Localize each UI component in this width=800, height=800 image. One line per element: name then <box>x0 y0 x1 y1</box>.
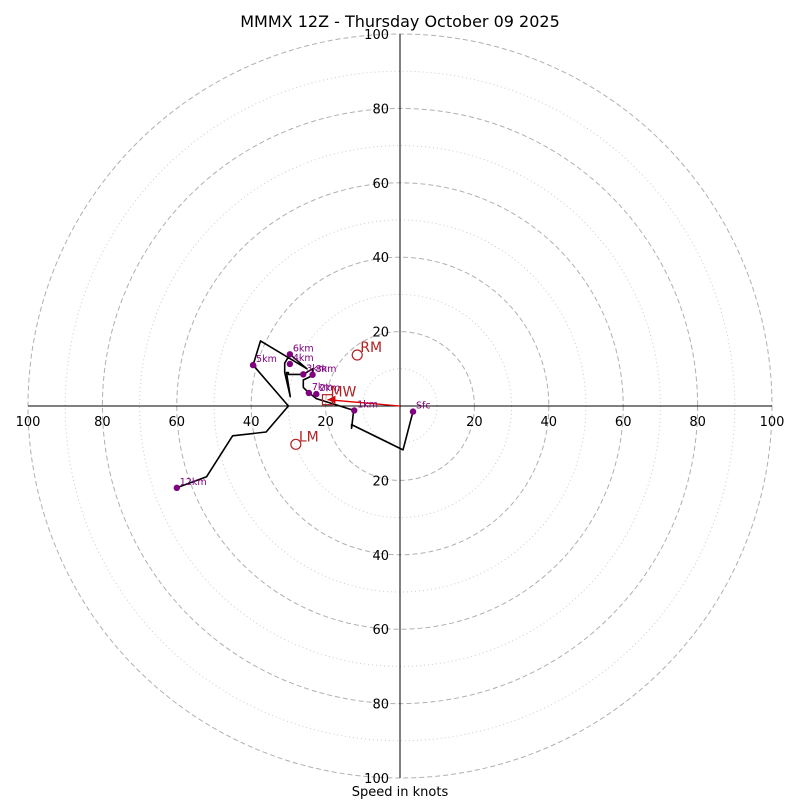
tick-label-bottom: 100 <box>364 772 389 787</box>
storm-motion-marker <box>351 349 363 361</box>
tick-label-top: 100 <box>364 28 389 43</box>
tick-label-right: 60 <box>615 415 632 430</box>
tick-label-top: 40 <box>372 251 389 266</box>
height-marker-dot <box>305 389 313 397</box>
tick-label-bottom: 60 <box>372 623 389 638</box>
height-marker-label: 3km <box>306 363 327 374</box>
tick-label-left: 80 <box>94 415 111 430</box>
tick-label-bottom: 20 <box>372 474 389 489</box>
tick-label-left: 40 <box>243 415 260 430</box>
height-marker-label: 6km <box>293 343 314 354</box>
storm-motion-label: LM <box>299 429 319 445</box>
shear-vector-arrowhead <box>327 395 336 404</box>
tick-label-left: 100 <box>16 415 41 430</box>
tick-label-right: 100 <box>760 415 785 430</box>
storm-motion-marker <box>290 438 302 450</box>
tick-labels: 100 80 60 40 20 20 40 60 80 100 20 40 60 80 100 20 40 60 8… <box>16 28 785 787</box>
chart-title: MMMX 12Z - Thursday October 09 2025 <box>240 12 560 31</box>
height-marker-dot <box>409 408 417 415</box>
height-marker-dot <box>309 371 316 378</box>
x-axis-label: Speed in knots <box>352 785 449 800</box>
tick-label-right: 40 <box>541 415 558 430</box>
tick-label-left: 60 <box>169 415 186 430</box>
tick-label-top: 80 <box>372 102 389 117</box>
tick-label-top: 20 <box>372 326 389 341</box>
height-marker-dot <box>300 371 307 378</box>
height-marker-label: Sfc <box>416 401 431 412</box>
storm-motion-label: MW <box>330 385 356 401</box>
tick-label-top: 60 <box>372 177 389 192</box>
storm-motion-markers: RM LM MW <box>290 340 382 450</box>
tick-label-left: 20 <box>317 415 334 430</box>
height-marker-label: 12km <box>180 477 207 488</box>
height-marker-dot <box>351 407 358 414</box>
height-marker-label: 5km <box>256 354 277 365</box>
height-marker-dot <box>173 484 180 492</box>
height-marker-label: 8km <box>316 364 337 375</box>
shear-vector-group <box>327 395 401 407</box>
height-marker-label: 1km <box>357 399 378 410</box>
tick-label-bottom: 80 <box>372 698 389 713</box>
height-marker-dot <box>249 361 257 369</box>
height-marker-label: 7km <box>312 382 333 393</box>
tick-label-bottom: 40 <box>372 549 389 564</box>
height-marker-label: 4km <box>293 353 314 364</box>
height-marker-label: 2km <box>319 383 340 394</box>
mean-wind-marker <box>321 394 334 406</box>
height-marker-dot <box>286 360 294 368</box>
tick-label-right: 80 <box>689 415 706 430</box>
height-marker-dot <box>313 390 320 398</box>
tick-label-right: 20 <box>466 415 483 430</box>
height-marker-dot <box>286 351 294 358</box>
shear-vector-line <box>327 399 401 407</box>
storm-motion-label: RM <box>360 340 382 356</box>
